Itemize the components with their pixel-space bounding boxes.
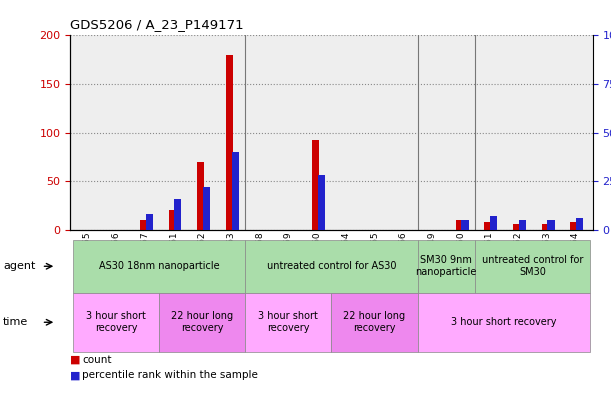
Text: 3 hour short
recovery: 3 hour short recovery: [258, 312, 318, 333]
Text: untreated control for
SM30: untreated control for SM30: [481, 255, 583, 277]
Bar: [576, 218, 584, 230]
Text: AS30 18nm nanoparticle: AS30 18nm nanoparticle: [99, 261, 219, 271]
Bar: [174, 199, 181, 230]
Text: untreated control for AS30: untreated control for AS30: [267, 261, 396, 271]
Text: agent: agent: [3, 261, 35, 271]
Bar: [169, 210, 176, 230]
Text: ■: ■: [70, 354, 81, 365]
Bar: [203, 187, 210, 230]
Text: 3 hour short recovery: 3 hour short recovery: [451, 317, 557, 327]
Bar: [547, 220, 555, 230]
Bar: [513, 224, 520, 230]
Bar: [485, 222, 491, 230]
Text: 22 hour long
recovery: 22 hour long recovery: [171, 312, 233, 333]
Bar: [226, 55, 233, 230]
Bar: [312, 140, 320, 230]
Text: count: count: [82, 354, 112, 365]
Text: 22 hour long
recovery: 22 hour long recovery: [343, 312, 406, 333]
Text: SM30 9nm
nanoparticle: SM30 9nm nanoparticle: [415, 255, 477, 277]
Bar: [519, 220, 526, 230]
Text: ■: ■: [70, 370, 81, 380]
Bar: [140, 220, 147, 230]
Bar: [197, 162, 205, 230]
Text: 3 hour short
recovery: 3 hour short recovery: [86, 312, 146, 333]
Bar: [456, 220, 463, 230]
Bar: [232, 152, 239, 230]
Text: GDS5206 / A_23_P149171: GDS5206 / A_23_P149171: [70, 18, 244, 31]
Bar: [490, 216, 497, 230]
Text: percentile rank within the sample: percentile rank within the sample: [82, 370, 258, 380]
Bar: [145, 214, 153, 230]
Text: time: time: [3, 317, 28, 327]
Bar: [542, 224, 549, 230]
Bar: [571, 222, 577, 230]
Bar: [461, 220, 469, 230]
Bar: [318, 175, 325, 230]
